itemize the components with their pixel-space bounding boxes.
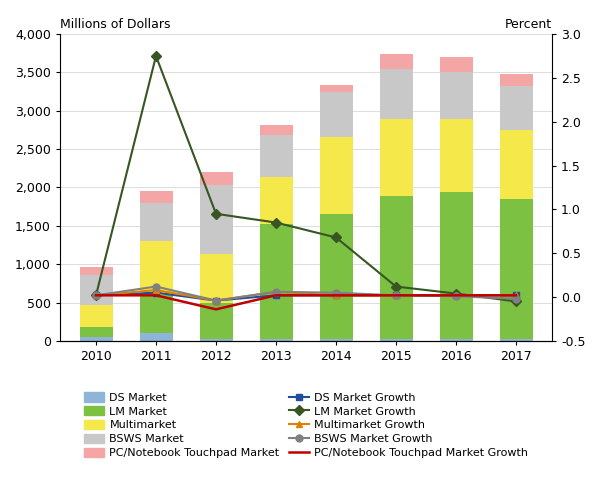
Bar	[79, 275, 113, 305]
Bar	[260, 339, 293, 341]
Bar	[79, 327, 113, 337]
Bar	[260, 125, 293, 134]
Bar	[260, 134, 293, 177]
Bar	[79, 305, 113, 327]
Bar	[499, 339, 533, 341]
Bar	[79, 337, 113, 341]
Bar	[499, 199, 533, 339]
Bar	[439, 192, 473, 339]
Bar	[499, 75, 533, 86]
Bar	[320, 137, 353, 214]
Bar	[380, 196, 413, 339]
Bar	[139, 295, 173, 333]
Bar	[260, 177, 293, 225]
Bar	[439, 339, 473, 341]
Bar	[380, 69, 413, 119]
Bar	[199, 185, 233, 254]
Bar	[199, 254, 233, 302]
Bar	[320, 85, 353, 93]
Bar	[499, 130, 533, 199]
Bar	[199, 302, 233, 339]
Text: Millions of Dollars: Millions of Dollars	[60, 18, 170, 31]
Bar	[439, 72, 473, 119]
Bar	[439, 119, 473, 192]
Bar	[320, 214, 353, 339]
Text: Percent: Percent	[505, 18, 552, 31]
Bar	[79, 267, 113, 275]
Bar	[260, 225, 293, 339]
Bar	[380, 339, 413, 341]
Bar	[499, 86, 533, 130]
Bar	[320, 339, 353, 341]
Bar	[199, 339, 233, 341]
Bar	[439, 57, 473, 72]
Legend: DS Market, LM Market, Multimarket, BSWS Market, PC/Notebook Touchpad Market, DS : DS Market, LM Market, Multimarket, BSWS …	[84, 393, 528, 458]
Bar	[139, 333, 173, 341]
Bar	[380, 119, 413, 196]
Bar	[139, 191, 173, 203]
Bar	[139, 203, 173, 241]
Bar	[199, 172, 233, 185]
Bar	[380, 54, 413, 69]
Bar	[139, 241, 173, 295]
Bar	[320, 93, 353, 137]
